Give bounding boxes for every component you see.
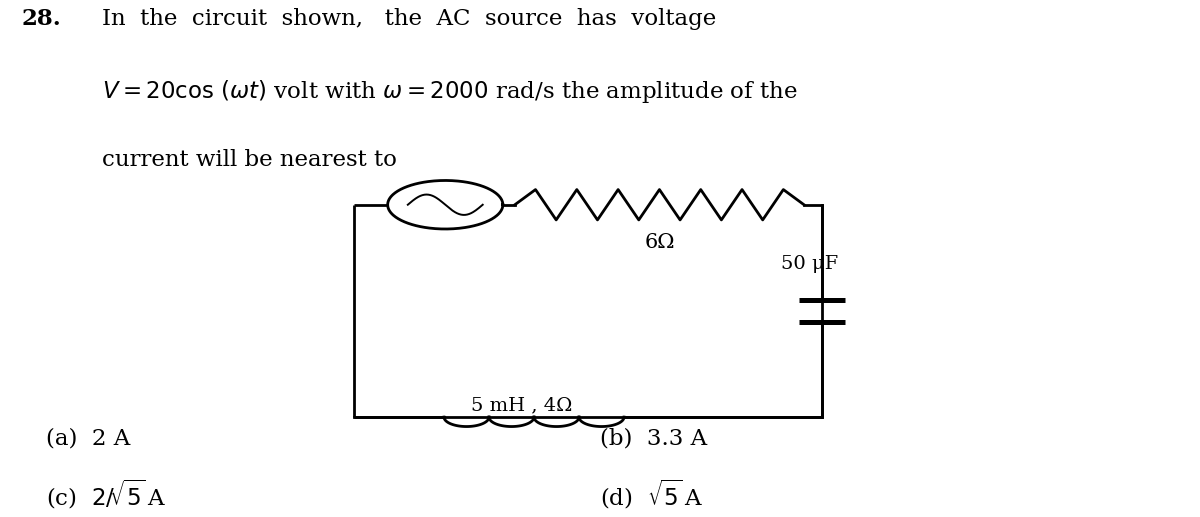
Text: (c)  $2/\!\sqrt{5}\,$A: (c) $2/\!\sqrt{5}\,$A [46, 478, 166, 511]
Text: 6Ω: 6Ω [644, 233, 674, 252]
Text: 50 μF: 50 μF [781, 255, 839, 273]
Text: (b)  3.3 A: (b) 3.3 A [600, 427, 707, 449]
Text: (d)  $\sqrt{5}\,$A: (d) $\sqrt{5}\,$A [600, 478, 703, 511]
Text: current will be nearest to: current will be nearest to [102, 149, 397, 171]
Text: (a)  2 A: (a) 2 A [46, 427, 130, 449]
Text: 5 mH , 4Ω: 5 mH , 4Ω [472, 397, 572, 415]
Text: $V = 20\cos\,(\omega t)$ volt with $\omega = 2000$ rad/s the amplitude of the: $V = 20\cos\,(\omega t)$ volt with $\ome… [102, 79, 798, 105]
Text: 28.: 28. [22, 8, 61, 29]
Text: In  the  circuit  shown,   the  AC  source  has  voltage: In the circuit shown, the AC source has … [102, 8, 716, 29]
